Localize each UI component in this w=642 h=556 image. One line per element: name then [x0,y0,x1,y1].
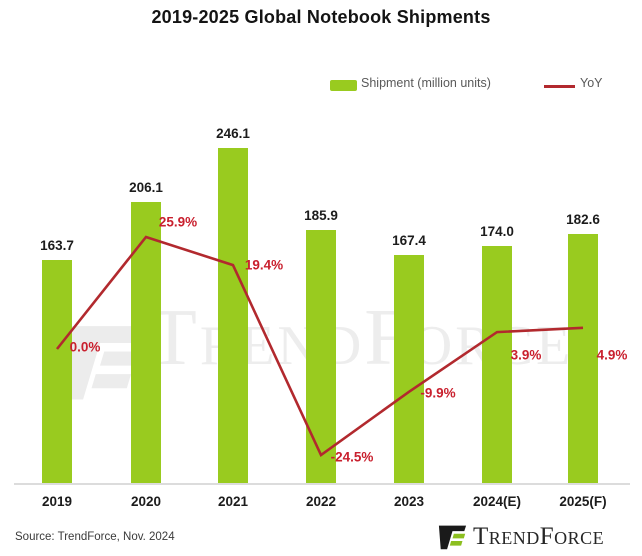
bar-value-label-2020: 206.1 [129,180,163,196]
bar-value-label-2019: 163.7 [40,238,74,254]
bar-value-label-2021: 246.1 [216,125,250,141]
source-note: Source: TrendForce, Nov. 2024 [15,531,175,543]
legend-shipment-label: Shipment (million units) [361,76,491,90]
x-axis-label-2021: 2021 [217,494,249,509]
bar-value-label-2023: 167.4 [392,233,426,249]
trendforce-logo-icon [438,525,467,550]
legend-line-swatch-icon [544,85,575,88]
x-axis-line [14,483,630,485]
x-axis-label-2022: 2022 [305,494,337,509]
legend-yoy-label: YoY [580,76,603,90]
trendforce-logo-text: TrendForce [473,523,605,550]
yoy-point-label-2020: 25.9% [158,214,198,230]
x-axis-label-2025(F): 2025(F) [559,494,607,509]
x-axis-label-2019: 2019 [41,494,73,509]
bar-value-label-2024(E): 174.0 [480,224,514,240]
x-axis-label-2020: 2020 [130,494,162,509]
chart-title: 2019-2025 Global Notebook Shipments [151,7,491,27]
bar-2022 [306,229,336,483]
yoy-point-label-2021: 19.4% [244,257,284,273]
bar-2020 [131,202,161,483]
bar-2019 [42,260,72,483]
bar-value-label-2022: 185.9 [304,207,338,223]
yoy-point-label-2019: 0.0% [69,339,101,355]
bar-value-label-2025(F): 182.6 [566,212,600,228]
yoy-point-label-2022: -24.5% [330,449,374,465]
bar-2023 [394,255,424,483]
bar-2021 [218,147,248,483]
yoy-point-label-2025(F): 4.9% [596,347,628,363]
trendforce-brand: TrendForce [437,522,604,551]
legend-bar-swatch-icon [330,80,357,91]
bar-2024(E) [482,246,512,483]
yoy-point-label-2024(E): 3.9% [510,347,542,363]
x-axis-label-2024(E): 2024(E) [472,494,522,509]
bar-2025(F) [568,234,598,483]
x-axis-label-2023: 2023 [393,494,425,509]
yoy-point-label-2023: -9.9% [420,385,456,401]
